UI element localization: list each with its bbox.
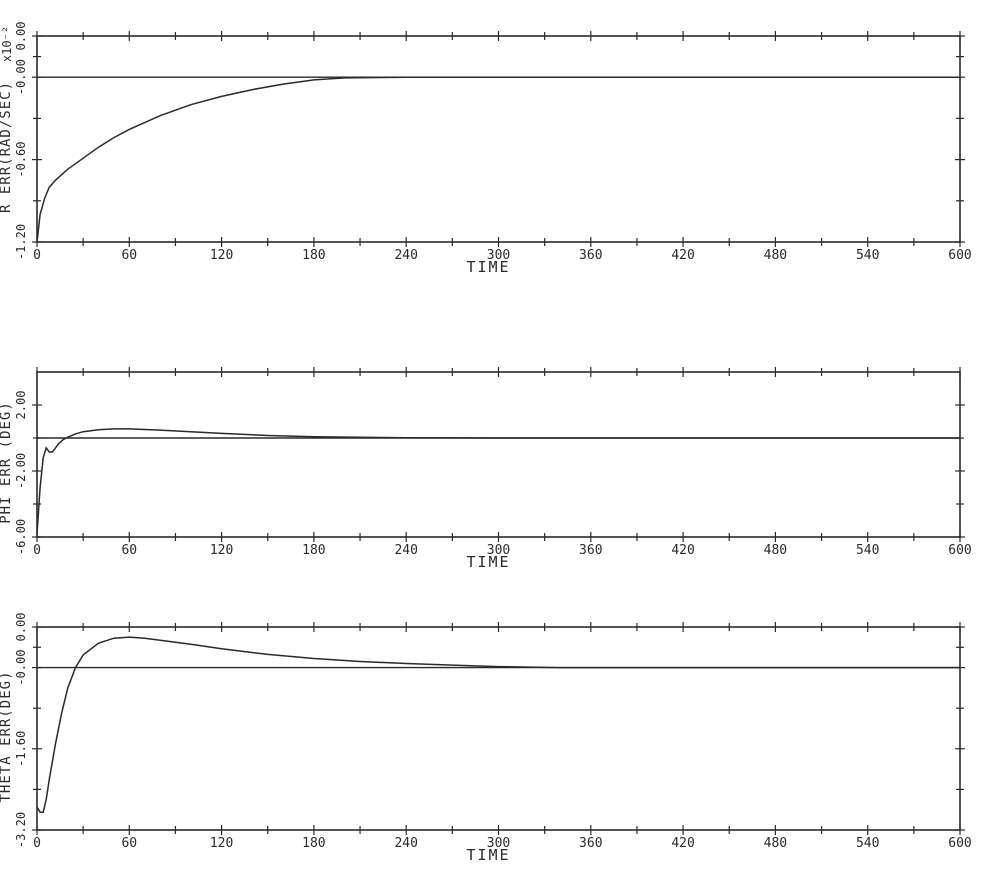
x-tick-label: 420	[671, 543, 694, 558]
x-tick-label: 0	[33, 248, 41, 263]
x-tick-label: 420	[671, 836, 694, 851]
x-tick-label: 120	[210, 543, 233, 558]
x-tick-label: 60	[121, 543, 137, 558]
x-tick-label: 540	[856, 248, 879, 263]
y-tick-label: -2.00	[14, 453, 28, 489]
x-tick-label: 360	[579, 836, 602, 851]
x-tick-label: 180	[302, 248, 325, 263]
plot-frame	[36, 371, 961, 538]
x-tick-label: 600	[948, 836, 971, 851]
y-tick-label: 0.00	[14, 22, 28, 51]
x-tick-label: 300	[487, 836, 510, 851]
x-tick-label: 480	[764, 836, 787, 851]
x-tick-label: 480	[764, 248, 787, 263]
y-axis-title: R ERR(RAD/SEC)	[0, 81, 14, 213]
x-tick-label: 480	[764, 543, 787, 558]
y-tick-label: -1.20	[14, 224, 28, 260]
x-tick-label: 0	[33, 836, 41, 851]
x-tick-label: 600	[948, 543, 971, 558]
plot-frame	[36, 35, 961, 243]
series-line	[36, 428, 960, 534]
y-tick-label: -0.60	[14, 142, 28, 178]
chart-panel-3: 0 60 120 180 240 300 360 420 480 540 600 -3.20 -1.60…	[0, 613, 972, 864]
x-axis-title: TIME	[466, 258, 510, 276]
series-line	[36, 636, 960, 813]
x-tick-label: 360	[579, 543, 602, 558]
x-tick-label: 540	[856, 836, 879, 851]
x-tick-label: 240	[394, 248, 417, 263]
chart-panel-2: 0 60 120 180 240 300 360 420 480 540 600 -6.00 -2.00…	[0, 367, 972, 571]
y-tick-label: -6.00	[14, 519, 28, 555]
x-tick-label: 180	[302, 836, 325, 851]
y-tick-label: -0.00	[14, 650, 28, 686]
y-multiplier: x10⁻²	[0, 26, 14, 62]
x-tick-label: 300	[487, 543, 510, 558]
x-tick-label: 540	[856, 543, 879, 558]
x-tick-label: 600	[948, 248, 971, 263]
x-tick-label: 60	[121, 248, 137, 263]
y-tick-label: 2.00	[14, 391, 28, 420]
x-tick-label: 360	[579, 248, 602, 263]
x-tick-label: 0	[33, 543, 41, 558]
chart-panel-1: 0 60 120 180 240 300 360 420 480 540 600 -1.20 -0.60…	[0, 22, 972, 276]
y-tick-label: 0.00	[14, 613, 28, 642]
y-tick-label: -3.20	[14, 812, 28, 848]
x-tick-label: 180	[302, 543, 325, 558]
x-axis-title: TIME	[466, 846, 510, 864]
x-tick-label: 120	[210, 248, 233, 263]
x-tick-label: 240	[394, 836, 417, 851]
x-tick-label: 240	[394, 543, 417, 558]
y-tick-label: -1.60	[14, 731, 28, 767]
y-tick-label: -0.00	[14, 59, 28, 95]
x-tick-label: 60	[121, 836, 137, 851]
plot-frame	[36, 626, 961, 831]
x-tick-label: 420	[671, 248, 694, 263]
x-tick-label: 300	[487, 248, 510, 263]
x-axis-title: TIME	[466, 553, 510, 571]
y-axis-title: PHI ERR (DEG)	[0, 401, 14, 524]
y-axis-title: THETA ERR(DEG)	[0, 670, 14, 802]
x-tick-label: 120	[210, 836, 233, 851]
series-line	[36, 76, 960, 243]
